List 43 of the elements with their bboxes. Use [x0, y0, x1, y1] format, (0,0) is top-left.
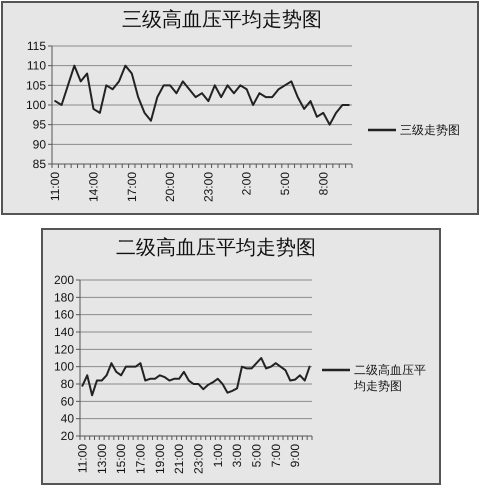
y-tick-label: 85	[32, 157, 46, 171]
y-tick-label: 120	[54, 342, 74, 356]
x-tick-label: 20:00	[163, 172, 178, 202]
y-tick-label: 160	[54, 308, 74, 322]
y-tick-label: 200	[54, 273, 74, 287]
y-tick-label: 105	[26, 78, 46, 92]
x-tick-label: 14:00	[86, 172, 100, 202]
y-tick-label: 40	[60, 412, 74, 426]
x-tick-label: 19:00	[152, 444, 167, 474]
x-tick-label: 21:00	[172, 444, 186, 474]
x-tick-label: 1:00	[210, 444, 225, 468]
x-tick-label: 3:00	[230, 444, 244, 468]
chart-title: 二级高血压平均走势图	[116, 236, 316, 259]
x-tick-label: 23:00	[191, 444, 206, 474]
x-tick-label: 11:00	[48, 172, 62, 202]
x-tick-label: 15:00	[114, 444, 128, 474]
x-tick-label: 5:00	[278, 172, 292, 196]
y-tick-label: 95	[32, 118, 46, 132]
y-tick-label: 110	[26, 58, 46, 73]
x-tick-label: 23:00	[201, 172, 216, 202]
y-tick-label: 140	[54, 325, 74, 339]
x-tick-label: 5:00	[249, 444, 264, 468]
x-tick-label: 17:00	[133, 444, 148, 474]
legend-label: 二级高血压平均走势图	[353, 363, 426, 393]
y-tick-label: 20	[60, 429, 74, 443]
x-tick-label: 13:00	[94, 444, 109, 474]
y-tick-label: 100	[54, 360, 74, 374]
y-tick-label: 80	[60, 377, 74, 391]
y-tick-label: 60	[60, 394, 74, 408]
y-tick-label: 100	[26, 98, 46, 112]
line-series	[81, 357, 311, 396]
legend-label: 三级走势图	[400, 123, 460, 137]
x-tick-label: 17:00	[124, 172, 139, 202]
line-series	[54, 64, 350, 126]
x-tick-label: 11:00	[75, 444, 90, 474]
x-tick-label: 2:00	[240, 172, 254, 196]
x-tick-label: 8:00	[316, 172, 330, 196]
chart-title: 三级高血压平均走势图	[122, 8, 322, 31]
y-tick-label: 180	[54, 290, 74, 304]
y-tick-label: 90	[32, 137, 46, 152]
y-tick-label: 115	[26, 39, 46, 53]
x-tick-label: 9:00	[288, 444, 302, 468]
x-tick-label: 7:00	[268, 444, 283, 468]
